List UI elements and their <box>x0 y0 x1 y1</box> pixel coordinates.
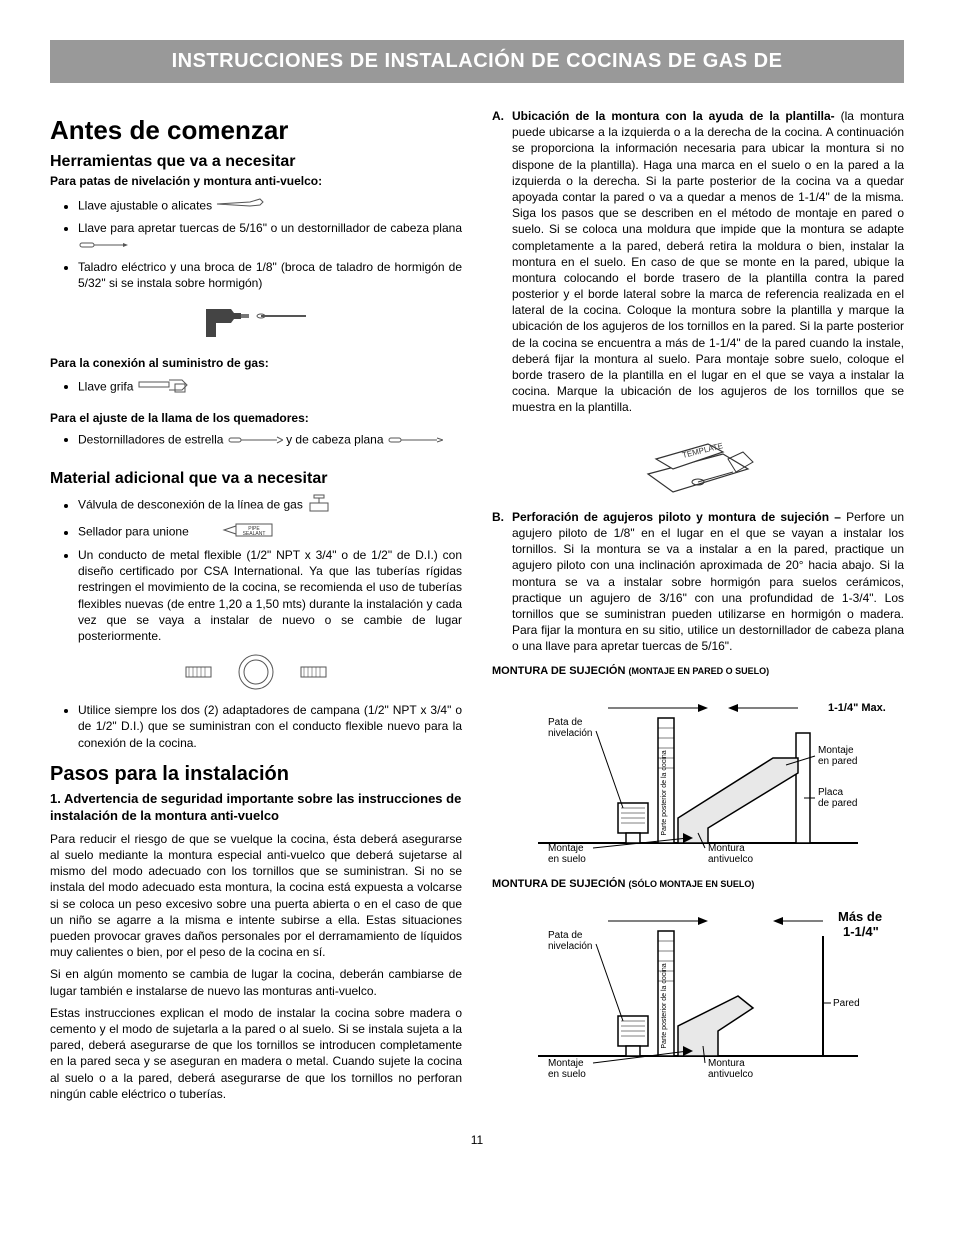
gas-list: Llave grifa <box>50 376 462 399</box>
step-a-body: Ubicación de la montura con la ayuda de … <box>512 108 904 416</box>
step1-para2: Si en algún momento se cambia de lugar l… <box>50 966 462 998</box>
diag2-pared: Pared <box>833 998 860 1009</box>
diag1-pp2: de pared <box>818 798 857 809</box>
diag2-title-text: MONTURA DE SUJECIÓN <box>492 878 625 890</box>
wrench-icon <box>215 197 265 216</box>
phillips-icon <box>227 431 283 450</box>
item-text: Sellador para unione <box>78 525 189 539</box>
right-column: A. Ubicación de la montura con la ayuda … <box>492 108 904 1108</box>
diag2-pata2: nivelación <box>548 941 592 952</box>
item-text: Llave grifa <box>78 379 133 393</box>
diag2-mav2: antivuelco <box>708 1069 753 1080</box>
list-item: Llave ajustable o alicates <box>78 197 462 216</box>
valve-icon <box>306 493 332 518</box>
diag2-mav1: Montura <box>708 1058 745 1069</box>
diagram2: Parte posterior de la cocina Más de 1-1/… <box>492 896 904 1085</box>
tools-list-1: Llave ajustable o alicates Llave para ap… <box>50 197 462 291</box>
step1-para3: Estas instrucciones explican el modo de … <box>50 1005 462 1102</box>
flame-list: Destornilladores de estrella y de cabeza… <box>50 431 462 450</box>
diag1-mp1: Montaje <box>818 745 854 756</box>
diag1-mav2: antivuelco <box>708 854 753 863</box>
step-a-text: (la montura puede ubicarse a la izquierd… <box>512 109 904 414</box>
diag2-parte: Parte posterior de la cocina <box>661 964 668 1049</box>
list-item: Un conducto de metal flexible (1/2" NPT … <box>78 547 462 644</box>
screwdriver-icon <box>78 236 128 255</box>
flex-conduit-icon <box>50 652 462 696</box>
diag1-sub-text: (MONTAJE EN PARED O SUELO) <box>629 666 770 676</box>
diag1-pp1: Placa <box>818 787 843 798</box>
list-item: Destornilladores de estrella y de cabeza… <box>78 431 462 450</box>
diagram1-title: MONTURA DE SUJECIÓN (MONTAJE EN PARED O … <box>492 664 904 679</box>
diag1-mp2: en pared <box>818 756 857 767</box>
page-number: 11 <box>50 1133 904 1147</box>
tools-subheading: Para patas de nivelación y montura anti-… <box>50 173 462 189</box>
material-list: Válvula de desconexión de la línea de ga… <box>50 493 462 644</box>
step-b-body: Perforación de agujeros piloto y montura… <box>512 509 904 655</box>
template-icon: TEMPLATE <box>492 424 904 503</box>
item-text: Llave para apretar tuercas de 5/16" o un… <box>78 221 462 235</box>
diag1-mav1: Montura <box>708 843 745 854</box>
main-heading: Antes de comenzar <box>50 113 462 148</box>
diag2-sub-text: (SÓLO MONTAJE EN SUELO) <box>629 879 755 889</box>
diagram1: Parte posterior de la cocina 1-1/4" Max.… <box>492 683 904 867</box>
list-item: Utilice siempre los dos (2) adaptadores … <box>78 702 462 751</box>
diag1-pata2: nivelación <box>548 728 592 739</box>
step-letter: A. <box>492 108 504 416</box>
diag1-ms1: Montaje <box>548 843 584 854</box>
content-columns: Antes de comenzar Herramientas que va a … <box>50 108 904 1108</box>
diag1-max: 1-1/4" Max. <box>828 702 886 714</box>
diag1-ms2: en suelo <box>548 854 586 863</box>
flame-heading: Para el ajuste de la llama de los quemad… <box>50 410 462 426</box>
item-text: Llave ajustable o alicates <box>78 199 212 213</box>
step-a-head: Ubicación de la montura con la ayuda de … <box>512 109 835 123</box>
diag1-title-text: MONTURA DE SUJECIÓN <box>492 665 625 677</box>
steps-heading: Pasos para la instalación <box>50 761 462 788</box>
diag2-pata1: Pata de <box>548 930 583 941</box>
material-heading: Material adicional que va a necesitar <box>50 468 462 490</box>
item-text-b: y de cabeza plana <box>286 432 383 446</box>
list-item: Llave para apretar tuercas de 5/16" o un… <box>78 220 462 255</box>
flathead-icon <box>387 431 443 450</box>
list-item: Válvula de desconexión de la línea de ga… <box>78 493 462 518</box>
step-b: B. Perforación de agujeros piloto y mont… <box>492 509 904 655</box>
drill-icon <box>50 299 462 343</box>
gas-heading: Para la conexión al suministro de gas: <box>50 355 462 371</box>
sealant-icon: PIPESEALANT <box>222 522 276 543</box>
step-b-text: Perfore un agujero piloto de 1/8" en el … <box>512 510 904 654</box>
diag2-mas1: Más de <box>838 909 882 924</box>
diagram2-title: MONTURA DE SUJECIÓN (SÓLO MONTAJE EN SUE… <box>492 877 904 892</box>
item-text: Válvula de desconexión de la línea de ga… <box>78 498 303 512</box>
diag2-ms1: Montaje <box>548 1058 584 1069</box>
tools-heading: Herramientas que va a necesitar <box>50 151 462 173</box>
diag1-pata1: Pata de <box>548 717 583 728</box>
list-item: Llave grifa <box>78 376 462 399</box>
step-a: A. Ubicación de la montura con la ayuda … <box>492 108 904 416</box>
list-item: Sellador para unione PIPESEALANT <box>78 522 462 543</box>
diag2-mas2: 1-1/4" <box>843 924 879 939</box>
material-list-2: Utilice siempre los dos (2) adaptadores … <box>50 702 462 751</box>
step-b-head: Perforación de agujeros piloto y montura… <box>512 510 841 524</box>
pipe-wrench-icon <box>137 376 197 399</box>
item-text: Destornilladores de estrella <box>78 432 223 446</box>
step-letter: B. <box>492 509 504 655</box>
left-column: Antes de comenzar Herramientas que va a … <box>50 108 462 1108</box>
step1-heading: 1. Advertencia de seguridad importante s… <box>50 790 462 825</box>
step1-para1: Para reducir el riesgo de que se vuelque… <box>50 831 462 961</box>
page-banner: INSTRUCCIONES DE INSTALACIÓN DE COCINAS … <box>50 40 904 83</box>
svg-text:SEALANT: SEALANT <box>243 531 266 537</box>
list-item: Taladro eléctrico y una broca de 1/8" (b… <box>78 259 462 291</box>
diag1-parte: Parte posterior de la cocina <box>661 751 668 836</box>
diag2-ms2: en suelo <box>548 1069 586 1080</box>
